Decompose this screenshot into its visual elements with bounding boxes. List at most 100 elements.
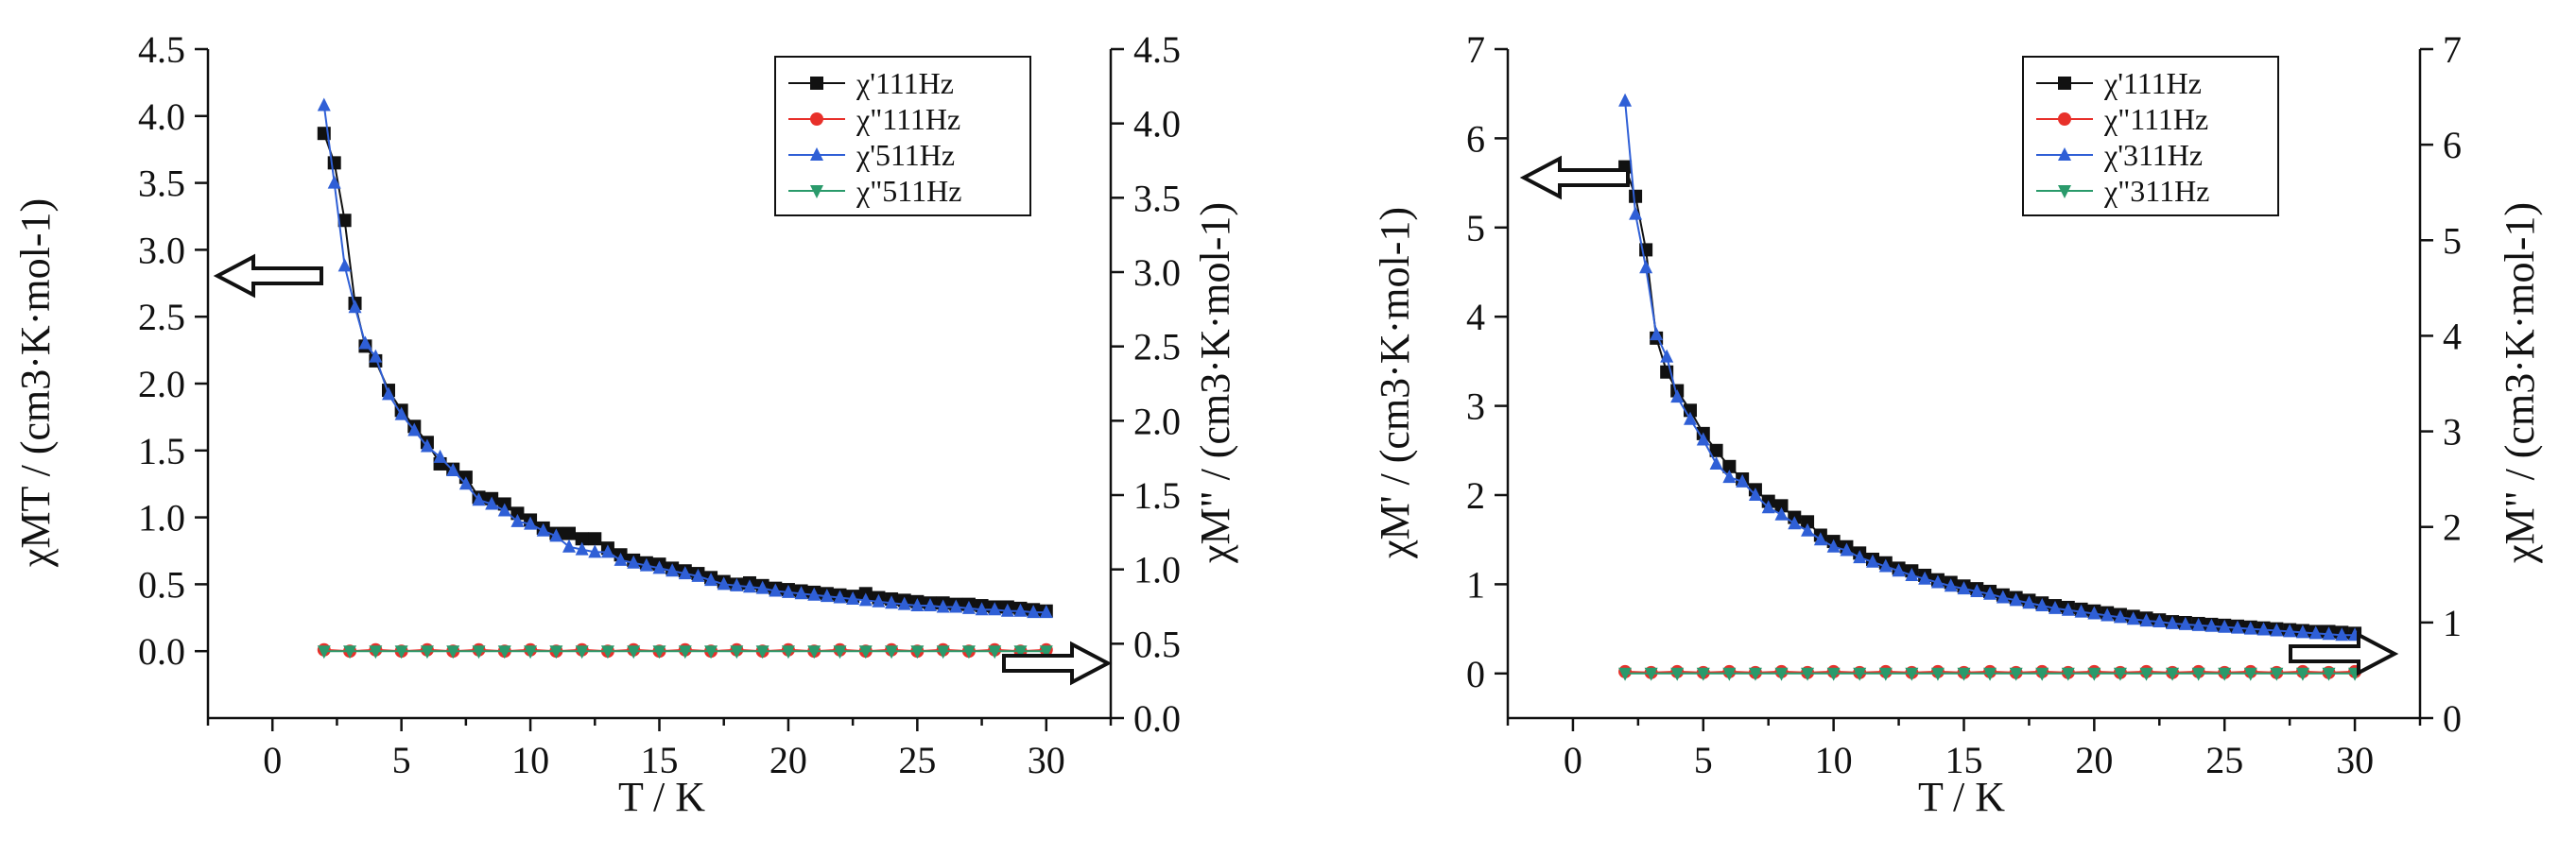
y-tick-label-right: 6 [2443, 124, 2462, 166]
data-point-triangle-up [807, 587, 821, 601]
y-tick-label-right: 0 [2443, 697, 2462, 740]
legend-label: χ"511Hz [856, 174, 961, 208]
y-tick-label-right: 2 [2443, 506, 2462, 549]
x-tick-label: 25 [898, 739, 936, 781]
data-point-triangle-down [575, 645, 589, 659]
legend-label: χ'111Hz [2103, 66, 2202, 100]
x-axis-title: T / K [1918, 774, 2005, 820]
data-point-triangle-down [2087, 667, 2101, 681]
data-point-triangle-up [1983, 586, 1997, 600]
data-point-triangle-up [472, 492, 486, 506]
y-tick-label-left: 4.5 [138, 28, 185, 71]
data-point-triangle-up [743, 579, 756, 593]
data-point-triangle-down [988, 645, 1002, 659]
data-point-triangle-up [327, 175, 341, 189]
x-tick-label: 10 [1815, 739, 1853, 781]
y-tick-label-left: 7 [1466, 28, 1485, 71]
x-tick-label: 0 [263, 739, 282, 781]
data-point-triangle-down [810, 185, 823, 198]
data-point-triangle-up [678, 566, 692, 580]
data-point-triangle-up [704, 573, 718, 587]
y-tick-label-left: 2.0 [138, 363, 185, 405]
data-point-triangle-down [1618, 667, 1633, 681]
data-point-square [327, 156, 341, 170]
data-point-triangle-up [2152, 614, 2167, 628]
y-axis-title-right: χM" / (cm3·K·mol-1) [1192, 202, 1238, 564]
data-point-triangle-up [810, 147, 823, 161]
data-point-triangle-up [1957, 581, 1971, 595]
data-point-triangle-up [536, 522, 550, 537]
data-point-triangle-up [1788, 516, 1802, 530]
y-tick-label-right: 3.0 [1133, 251, 1181, 294]
data-point-triangle-down [369, 645, 383, 659]
data-point-triangle-up [1826, 539, 1841, 553]
data-point-triangle-down [2139, 667, 2153, 681]
data-point-triangle-up [562, 539, 576, 553]
y-tick-label-left: 0.5 [138, 563, 185, 606]
x-tick-label: 15 [641, 739, 679, 781]
data-point-triangle-up [820, 589, 834, 603]
data-point-triangle-up [1801, 522, 1815, 537]
data-point-triangle-up [497, 503, 511, 517]
data-point-triangle-up [936, 599, 950, 613]
y-tick-label-left: 0.0 [138, 630, 185, 673]
data-point-triangle-up [755, 580, 769, 594]
data-point-triangle-up [1722, 470, 1737, 484]
data-point-triangle-down [1748, 667, 1762, 681]
data-point-triangle-up [1813, 532, 1827, 546]
data-point-triangle-down [1774, 667, 1789, 681]
data-point-triangle-up [407, 422, 422, 437]
data-point-triangle-down [1957, 667, 1971, 681]
data-point-triangle-up [652, 560, 666, 574]
y-tick-label-left: 3.0 [138, 229, 185, 271]
x-axis-title: T / K [618, 774, 705, 820]
data-point-triangle-down [549, 645, 563, 659]
series-3 [317, 645, 1053, 659]
y-tick-label-left: 6 [1466, 117, 1485, 160]
data-point-triangle-up [337, 258, 352, 272]
data-point-triangle-down [730, 645, 744, 659]
data-point-triangle-up [1840, 542, 1854, 556]
data-point-square [1629, 189, 1643, 203]
data-point-triangle-up [317, 97, 331, 111]
data-point-triangle-up [2074, 604, 2088, 618]
data-point-triangle-down [446, 645, 460, 659]
data-point-triangle-up [2204, 618, 2219, 632]
data-point-triangle-up [1878, 558, 1893, 573]
data-point-triangle-down [833, 645, 847, 659]
data-point-triangle-down [1983, 667, 1997, 681]
data-point-triangle-up [1748, 488, 1762, 501]
data-point-triangle-down [1013, 645, 1028, 659]
data-point-triangle-up [1660, 349, 1674, 363]
data-point-triangle-down [1801, 667, 1815, 681]
y-tick-label-right: 2.0 [1133, 400, 1181, 442]
data-point-triangle-down [1853, 667, 1867, 681]
y-tick-label-left: 2.5 [138, 296, 185, 338]
data-point-triangle-down [600, 645, 614, 659]
arrow-to-right-axis [1002, 641, 1113, 686]
data-point-triangle-up [1905, 567, 1919, 581]
arrow-to-right-axis [2289, 631, 2399, 676]
data-point-triangle-up [382, 386, 395, 401]
x-tick-label: 20 [2075, 739, 2113, 781]
data-point-triangle-up [1639, 260, 1653, 274]
data-point-triangle-up [2322, 626, 2336, 641]
data-point-triangle-up [858, 592, 873, 607]
data-point-triangle-up [1039, 605, 1053, 619]
y-tick-label-left: 4 [1466, 296, 1485, 338]
data-point-triangle-up [433, 449, 447, 463]
x-tick-label: 20 [769, 739, 807, 781]
data-point-triangle-up [1892, 563, 1906, 577]
data-point-triangle-up [639, 557, 653, 572]
data-point-triangle-up [1618, 93, 1633, 107]
y-tick-label-right: 4.0 [1133, 103, 1181, 146]
data-point-square [575, 532, 589, 546]
data-point-triangle-down [2243, 667, 2257, 681]
data-point-triangle-down [2270, 667, 2284, 681]
data-point-triangle-up [1853, 550, 1867, 564]
y-tick-label-right: 3 [2443, 411, 2462, 454]
y-tick-label-right: 1.5 [1133, 474, 1181, 517]
data-point-triangle-up [458, 476, 473, 490]
